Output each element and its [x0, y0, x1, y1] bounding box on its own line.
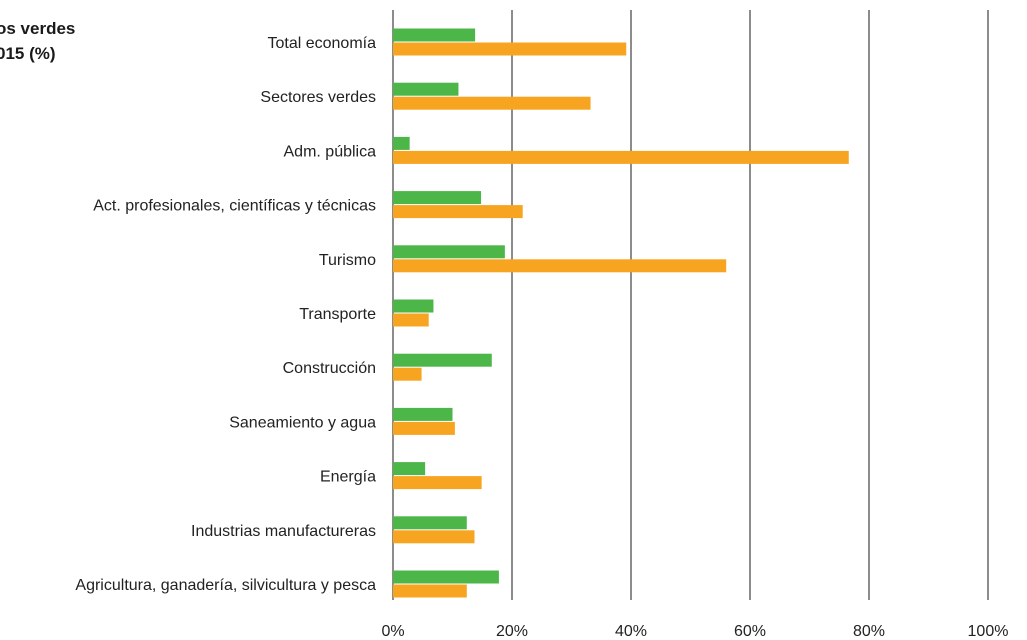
x-tick-labels: 0% 20% 40% 60% 80% 100%: [381, 623, 1008, 640]
bar-series-2: [393, 584, 467, 598]
x-tick-label: 100%: [968, 623, 1009, 640]
bar-series-1: [393, 191, 482, 205]
bar-series-2: [393, 96, 591, 110]
category-label: Saneamiento y agua: [229, 414, 376, 431]
x-tick-label: 20%: [496, 623, 528, 640]
bar-series-2: [393, 530, 475, 544]
category-labels: Total economía Sectores verdes Adm. públic…: [75, 35, 376, 594]
bars: [393, 28, 849, 598]
chart-title-line-2: 015 (%): [0, 44, 56, 63]
bar-series-1: [393, 516, 467, 530]
bar-series-1: [393, 353, 492, 367]
bar-series-1: [393, 299, 434, 313]
category-label: Industrias manufactureras: [191, 523, 376, 540]
bar-series-1: [393, 570, 499, 584]
bar-series-2: [393, 367, 422, 381]
category-label: Agricultura, ganadería, silvicultura y p…: [75, 577, 376, 594]
bar-series-1: [393, 28, 476, 42]
x-tick-label: 80%: [853, 623, 885, 640]
category-label: Transporte: [299, 306, 376, 323]
x-tick-label: 0%: [381, 623, 404, 640]
category-label: Adm. pública: [284, 143, 377, 160]
bar-series-2: [393, 42, 627, 56]
category-label: Total economía: [267, 35, 376, 52]
bar-series-1: [393, 462, 426, 476]
bar-series-2: [393, 421, 455, 435]
bar-series-2: [393, 476, 482, 490]
bar-series-1: [393, 245, 505, 259]
category-label: Act. profesionales, científicas y técnic…: [93, 198, 376, 215]
category-label: Energía: [320, 469, 376, 486]
x-tick-label: 60%: [734, 623, 766, 640]
bar-series-1: [393, 407, 453, 421]
bar-series-1: [393, 82, 459, 96]
category-label: Construcción: [283, 360, 376, 377]
bar-series-2: [393, 205, 523, 219]
bar-series-2: [393, 259, 727, 273]
category-label: Turismo: [319, 252, 376, 269]
x-tick-label: 40%: [615, 623, 647, 640]
chart-title-line-1: os verdes: [0, 19, 76, 38]
category-label: Sectores verdes: [260, 89, 376, 106]
bar-series-2: [393, 313, 429, 327]
bar-series-1: [393, 136, 410, 150]
chart-title: os verdes 015 (%): [0, 16, 196, 66]
bar-series-2: [393, 150, 849, 164]
